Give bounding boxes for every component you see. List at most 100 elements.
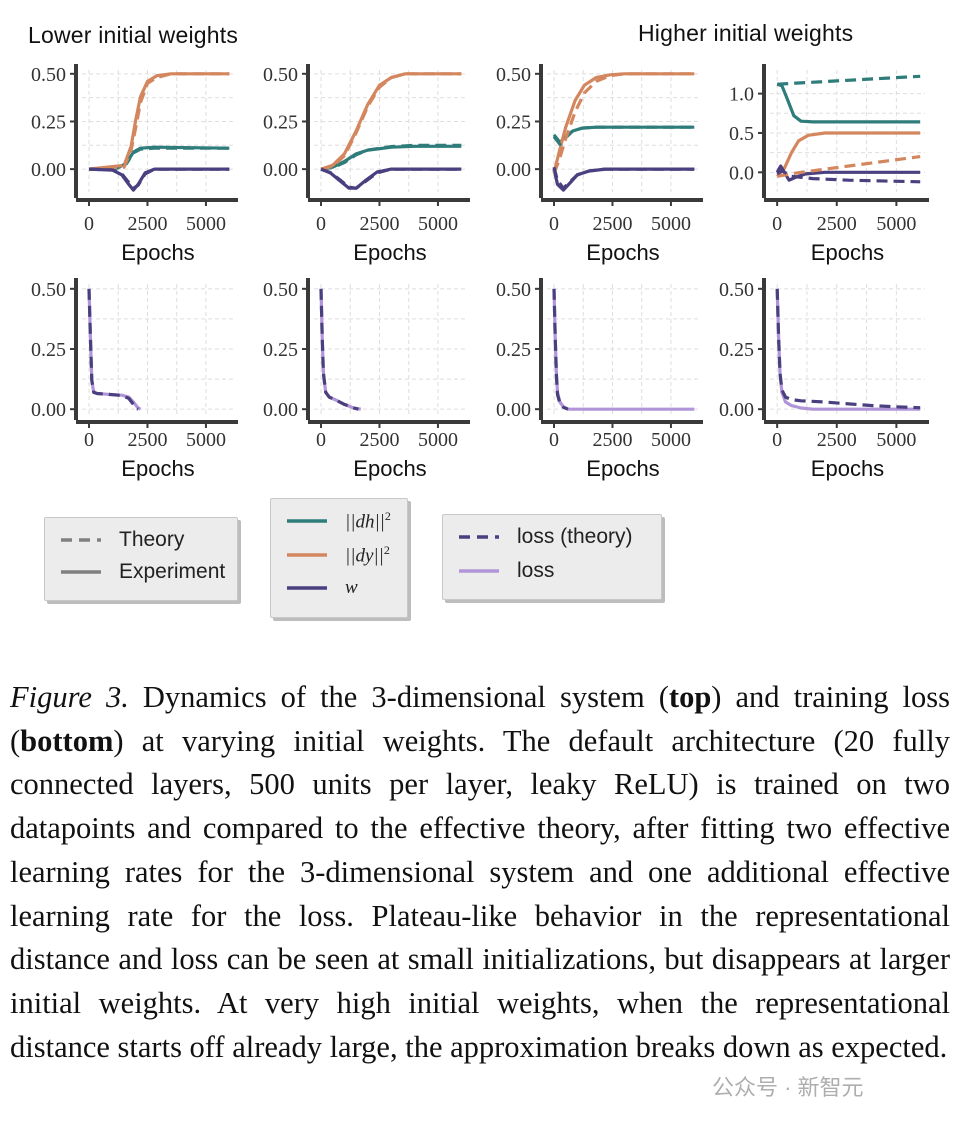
x-tick-label-0: 0 [772, 213, 782, 235]
series-w-theory [88, 167, 230, 190]
legend-item-dh: ||dh||2 [285, 509, 391, 533]
legend-swatch-experiment [61, 570, 101, 574]
legend-label-dh-text: ||dh|| [345, 511, 385, 533]
x-tick-label-1: 2500 [127, 429, 167, 451]
legend-item-w: w [285, 577, 358, 599]
legend-quantities: ||dh||2 ||dy||2 w [270, 498, 408, 618]
x-tick-label-2: 5000 [418, 213, 458, 235]
y-tick-label-2: 0.50 [263, 279, 298, 301]
series-loss-theory- [775, 288, 921, 410]
legend-item-loss: loss [457, 559, 554, 583]
x-tick-label-2: 5000 [876, 213, 916, 235]
series-group [552, 72, 695, 192]
y-tick-label-2: 0.50 [31, 279, 66, 301]
x-tick-label-0: 0 [549, 429, 559, 451]
y-tick-label-0: 0.00 [263, 159, 298, 181]
panel-top-2: 0.00 0.25 0.50 0 2500 5000 Epochs [263, 64, 470, 265]
header-lower-initial-weights: Lower initial weights [28, 22, 239, 48]
series-w-experiment [320, 167, 462, 190]
header-higher-initial-weights: Higher initial weights [638, 20, 854, 46]
legend-swatch-theory [61, 538, 101, 542]
x-axis-title: Epochs [586, 240, 659, 265]
series--dy-2-theory [552, 72, 695, 174]
panel-bottom-3: 0.00 0.25 0.50 0 2500 5000 Epochs [496, 278, 703, 481]
x-axis-title: Epochs [586, 456, 659, 481]
series--dy-2-experiment [776, 131, 921, 178]
legend-label-dy-exponent: 2 [383, 543, 390, 557]
x-axis-title: Epochs [121, 456, 194, 481]
series-loss-theory- [552, 288, 569, 411]
series-loss-theory- [87, 288, 139, 411]
x-axis-title: Epochs [353, 456, 426, 481]
legend-item-theory: Theory [59, 528, 184, 552]
x-tick-label-1: 2500 [817, 213, 857, 235]
series--dy-2-theory [320, 72, 462, 171]
legend-label-dh-exponent: 2 [384, 509, 391, 523]
y-tick-label-0: 0.00 [496, 159, 531, 181]
y-tick-label-1: 0.25 [31, 111, 66, 133]
legend-label-theory: Theory [119, 528, 185, 551]
x-tick-label-0: 0 [316, 429, 326, 451]
y-tick-label-0: 0.0 [729, 162, 754, 184]
x-tick-label-1: 2500 [359, 429, 399, 451]
x-tick-label-1: 2500 [359, 213, 399, 235]
legend-label-dh: ||dh||2 [345, 509, 391, 533]
x-tick-label-0: 0 [84, 429, 94, 451]
legend-swatch-dy [287, 553, 327, 557]
series--dh-2-experiment [552, 125, 695, 144]
series--dy-2-theory [776, 155, 921, 178]
caption-bold-top: top [668, 680, 712, 714]
x-tick-label-0: 0 [84, 213, 94, 235]
legend-item-experiment: Experiment [59, 560, 225, 584]
series--dh-2-theory [88, 146, 230, 171]
x-axis-title: Epochs [811, 240, 884, 265]
series-group [552, 288, 695, 411]
series-group [775, 74, 921, 184]
series-w-theory [320, 167, 462, 190]
panel-top-1: 0.00 0.25 0.50 0 2500 5000 Epochs [31, 64, 238, 265]
caption-text-1: Dynamics of the 3-dimensional system ( [128, 680, 669, 714]
y-tick-label-1: 0.25 [263, 339, 298, 361]
legend-label-dy-text: ||dy|| [345, 545, 384, 567]
y-tick-label-1: 0.25 [496, 111, 531, 133]
y-tick-label-0: 0.00 [496, 399, 531, 421]
legend-label-loss-theory: loss (theory) [517, 525, 633, 548]
series-w-experiment [775, 164, 921, 182]
y-tick-label-0: 0.00 [31, 159, 66, 181]
y-tick-label-2: 1.0 [729, 84, 754, 106]
caption-text-3: ) at varying initial weights. The defaul… [10, 723, 950, 1064]
x-tick-label-1: 2500 [817, 429, 857, 451]
legend-label-experiment: Experiment [119, 560, 226, 583]
caption-label: Figure 3. [10, 680, 129, 714]
x-tick-label-1: 2500 [592, 213, 632, 235]
figure-caption: Figure 3. Dynamics of the 3-dimensional … [10, 676, 950, 1069]
series-group [320, 72, 462, 190]
series-w-experiment [552, 167, 695, 192]
legend-label-loss: loss [517, 559, 555, 582]
x-axis-title: Epochs [811, 456, 884, 481]
y-tick-label-2: 0.50 [496, 279, 531, 301]
series--dh-2-theory [320, 143, 462, 171]
x-tick-label-2: 5000 [651, 429, 691, 451]
y-tick-label-0: 0.00 [719, 399, 754, 421]
y-tick-label-2: 0.50 [31, 64, 66, 86]
legend-item-dy: ||dy||2 [285, 543, 390, 567]
panel-top-3: 0.00 0.25 0.50 0 2500 5000 Epochs [496, 64, 703, 265]
x-tick-label-2: 5000 [418, 429, 458, 451]
panel-bottom-4: 0.00 0.25 0.50 0 2500 5000 Epochs [719, 278, 929, 481]
series-group [87, 288, 142, 411]
series-loss-theory- [319, 288, 359, 411]
figure: Lower initial weights Higher initial wei… [28, 20, 929, 618]
panels-svg: 0.000.250.500 2500 5000Epochs0.000.250.500… [31, 64, 929, 481]
x-axis-title: Epochs [353, 240, 426, 265]
y-tick-label-1: 0.25 [719, 339, 754, 361]
panel-top-4: 0.0 0.5 1.0 0 2500 5000 Epochs [729, 64, 929, 265]
caption-text-2: ) and training loss ( [10, 680, 951, 758]
legend-swatch-loss-theory [459, 535, 499, 539]
x-tick-label-1: 2500 [592, 429, 632, 451]
legend-style: Theory Experiment [44, 517, 238, 601]
panel-bottom-2: 0.00 0.25 0.50 0 2500 5000 Epochs [263, 278, 470, 481]
y-tick-label-0: 0.00 [263, 399, 298, 421]
series--dh-2-theory [777, 74, 921, 86]
x-tick-label-2: 5000 [651, 213, 691, 235]
